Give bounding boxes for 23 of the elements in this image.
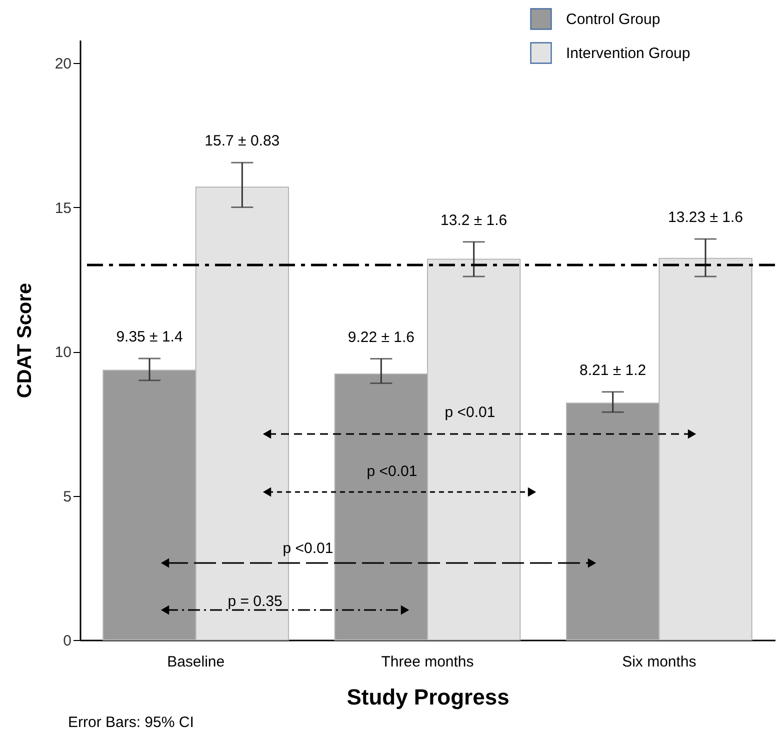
annotation: p <0.01	[444, 404, 496, 421]
data-label: 9.35 ± 1.4	[116, 328, 183, 346]
x-tick-label: Three months	[381, 654, 474, 670]
data-label: 15.7 ± 0.83	[204, 132, 280, 150]
y-tick-label: 20	[54, 56, 72, 73]
annotation: p <0.01	[366, 463, 418, 480]
data-label: 13.2 ± 1.6	[440, 212, 508, 229]
annotation: p = 0.35	[228, 593, 282, 610]
x-axis-title: Study Progress	[346, 684, 510, 710]
x-tick-label: Baseline	[167, 654, 225, 670]
annotation: p <0.01	[282, 540, 334, 557]
y-tick-label: 5	[63, 488, 72, 506]
y-tick-label: 15	[54, 200, 72, 217]
x-tick-label: Six months	[622, 654, 696, 670]
y-tick-label: 0	[63, 632, 72, 650]
data-label: 9.22 ± 1.6	[348, 328, 414, 346]
legend-label: Intervention Group	[566, 45, 690, 62]
y-axis-title: CDAT Score	[14, 282, 36, 398]
text: Error Bars: 95% CI	[68, 714, 194, 731]
data-label: 13.23 ± 1.6	[668, 209, 743, 226]
legend-label: Control Group	[566, 11, 660, 28]
y-tick-label: 10	[54, 344, 72, 362]
data-label: 8.21 ± 1.2	[580, 362, 646, 379]
